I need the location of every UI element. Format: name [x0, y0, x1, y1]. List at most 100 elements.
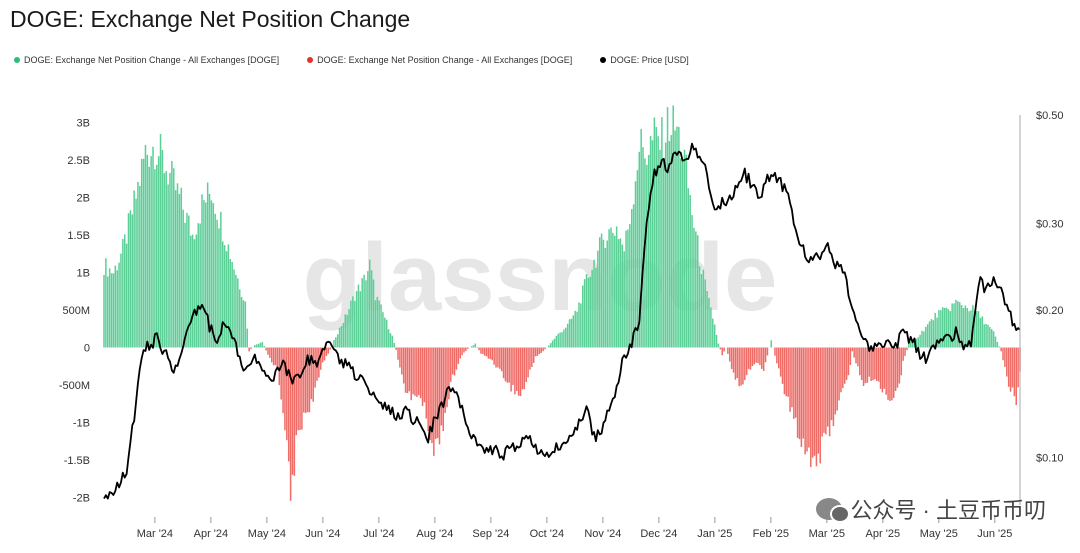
net-position-bar: [921, 330, 923, 348]
net-position-bar: [244, 301, 247, 348]
net-position-bar: [679, 158, 682, 348]
net-position-bar: [583, 279, 586, 348]
net-position-bar: [199, 223, 201, 348]
net-position-bar: [218, 228, 220, 348]
legend-item-price[interactable]: DOGE: Price [USD]: [600, 55, 689, 65]
net-position-bar: [842, 347, 844, 389]
net-position-bar: [557, 333, 559, 348]
net-position-bar: [783, 347, 786, 395]
net-position-bar: [436, 347, 439, 439]
net-position-bar: [738, 347, 740, 387]
net-position-bar: [248, 347, 250, 352]
net-position-bar: [156, 164, 158, 348]
legend-item-positive[interactable]: DOGE: Exchange Net Position Change - All…: [14, 55, 279, 65]
net-position-bar: [566, 323, 569, 348]
net-position-bar: [516, 347, 518, 392]
net-position-bar: [664, 142, 667, 348]
net-position-bar: [825, 347, 827, 435]
net-position-bar: [619, 238, 622, 348]
net-position-bar: [955, 299, 957, 348]
net-position-bar: [691, 215, 693, 348]
net-position-bar: [510, 347, 512, 392]
net-position-bar: [205, 202, 207, 348]
net-position-bar: [531, 347, 533, 367]
net-position-bar: [1000, 347, 1002, 352]
net-position-bar: [876, 347, 878, 381]
net-position-bar: [787, 347, 789, 397]
net-position-bar: [320, 347, 322, 370]
net-position-bar: [342, 323, 345, 348]
net-position-bar: [678, 127, 680, 348]
net-position-bar: [960, 305, 963, 348]
net-position-bar: [169, 172, 171, 348]
net-position-bar: [540, 347, 543, 353]
x-tick-label: Nov '24: [584, 528, 621, 540]
net-position-bar: [1002, 347, 1004, 361]
net-position-bar: [293, 347, 296, 476]
net-position-bar: [227, 244, 230, 348]
net-position-bar: [794, 347, 797, 418]
net-position-bar: [889, 347, 891, 401]
net-position-bar: [384, 317, 386, 348]
legend-label-price: DOGE: Price [USD]: [610, 55, 689, 65]
net-position-bar: [457, 347, 460, 364]
net-position-bar: [137, 181, 139, 348]
net-position-bar: [917, 337, 919, 348]
net-position-bar: [975, 311, 978, 348]
net-position-bar: [178, 194, 181, 348]
net-position-bar: [423, 347, 426, 403]
net-position-bar: [548, 345, 550, 348]
net-position-bar: [269, 347, 271, 358]
net-position-bar: [278, 347, 281, 386]
net-position-bar: [542, 347, 544, 352]
legend-item-negative[interactable]: DOGE: Exchange Net Position Change - All…: [307, 55, 572, 65]
net-position-bar: [902, 347, 904, 361]
net-position-bar: [646, 164, 648, 348]
net-position-bar: [843, 347, 846, 384]
net-position-bar: [800, 347, 803, 448]
net-position-bar: [103, 274, 105, 348]
net-position-bar: [370, 270, 373, 348]
net-position-bar: [519, 347, 522, 397]
net-position-bar: [150, 156, 152, 348]
net-position-bar: [615, 226, 618, 348]
net-position-bar: [732, 347, 735, 373]
net-position-bar: [915, 338, 918, 348]
y-left-tick-label: 1B: [77, 268, 90, 280]
net-position-bar: [421, 347, 424, 407]
net-position-bar: [206, 182, 209, 348]
x-tick-label: Feb '25: [753, 528, 789, 540]
net-position-bar: [974, 310, 976, 348]
net-position-bar: [397, 347, 399, 360]
net-position-bar: [238, 289, 241, 348]
net-position-bar: [174, 190, 177, 348]
net-position-bar: [180, 187, 183, 348]
net-position-bar: [877, 347, 880, 382]
net-position-bar: [538, 347, 541, 354]
net-position-bar: [250, 347, 252, 350]
net-position-bar: [125, 243, 128, 348]
x-tick-label: Oct '24: [530, 528, 565, 540]
net-position-bar: [165, 171, 167, 348]
net-position-bar: [323, 347, 326, 361]
net-position-bar: [781, 347, 784, 384]
net-position-bar: [419, 347, 422, 399]
legend-dot-black: [600, 57, 607, 63]
net-position-bar: [553, 338, 556, 348]
net-position-bar: [708, 297, 710, 348]
net-position-bar: [872, 347, 874, 381]
net-position-bar: [470, 346, 473, 348]
net-position-bar: [480, 347, 482, 354]
net-position-bar: [257, 343, 260, 348]
net-position-bar: [135, 198, 137, 348]
net-position-bar: [133, 190, 135, 348]
net-position-bar: [140, 158, 143, 348]
net-position-bar: [327, 347, 330, 354]
net-position-bar: [919, 334, 921, 348]
net-position-bar: [282, 347, 284, 414]
net-position-bars: [103, 105, 1021, 501]
net-position-bar: [159, 133, 162, 348]
net-position-bar: [685, 154, 688, 348]
net-position-bar: [167, 184, 169, 348]
net-position-bar: [958, 302, 961, 348]
